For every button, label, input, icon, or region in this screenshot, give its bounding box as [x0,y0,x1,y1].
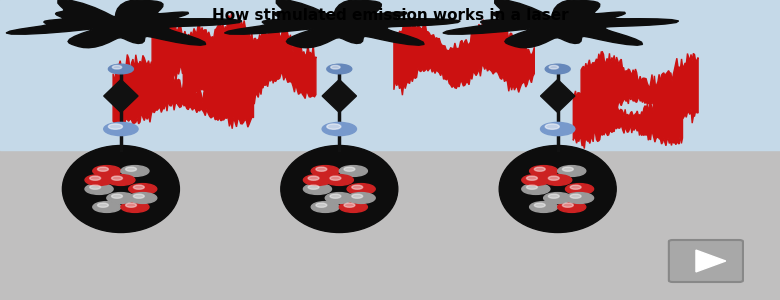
Circle shape [108,124,122,129]
Circle shape [121,166,149,176]
Circle shape [548,194,559,198]
Ellipse shape [62,146,179,232]
Circle shape [562,167,573,171]
Circle shape [344,203,355,207]
Circle shape [545,64,570,74]
Circle shape [344,167,355,171]
Circle shape [558,166,586,176]
Circle shape [133,185,144,189]
Circle shape [107,193,135,203]
Circle shape [303,184,332,194]
Circle shape [93,166,121,176]
Circle shape [311,166,339,176]
Circle shape [327,124,341,129]
Circle shape [327,64,352,74]
Circle shape [330,176,341,180]
Polygon shape [541,80,575,112]
Circle shape [566,193,594,203]
Polygon shape [696,250,725,272]
Circle shape [90,176,101,180]
Circle shape [129,184,157,194]
Polygon shape [581,52,698,123]
Circle shape [325,175,353,185]
Circle shape [530,166,558,176]
Circle shape [316,203,327,207]
Polygon shape [225,0,460,48]
Text: How stimulated emission works in a laser: How stimulated emission works in a laser [211,8,569,22]
Circle shape [133,194,144,198]
Circle shape [112,176,122,180]
Circle shape [322,122,356,136]
Circle shape [347,193,375,203]
Circle shape [107,175,135,185]
Circle shape [303,175,332,185]
Circle shape [534,167,545,171]
Circle shape [522,184,550,194]
Circle shape [98,167,108,171]
Circle shape [347,184,375,194]
Polygon shape [183,23,316,104]
Polygon shape [322,80,356,112]
Circle shape [526,176,537,180]
Circle shape [93,202,121,212]
Circle shape [545,124,559,129]
Circle shape [85,175,113,185]
Polygon shape [394,20,534,95]
Circle shape [98,203,108,207]
Circle shape [541,122,575,136]
Circle shape [316,167,327,171]
Circle shape [112,194,122,198]
Circle shape [544,193,572,203]
Circle shape [562,203,573,207]
FancyBboxPatch shape [669,240,743,282]
Circle shape [548,176,559,180]
Ellipse shape [281,146,398,232]
Circle shape [566,184,594,194]
Polygon shape [113,49,254,129]
Circle shape [126,167,136,171]
Circle shape [558,202,586,212]
Circle shape [570,194,581,198]
Circle shape [308,176,319,180]
Circle shape [308,185,319,189]
Circle shape [112,65,122,69]
Circle shape [339,166,367,176]
Circle shape [325,193,353,203]
Polygon shape [6,0,242,48]
Circle shape [352,194,363,198]
Circle shape [331,65,340,69]
Circle shape [549,65,558,69]
Circle shape [534,203,545,207]
Circle shape [104,122,138,136]
Circle shape [526,185,537,189]
Circle shape [544,175,572,185]
Circle shape [339,202,367,212]
Bar [0,0,780,150]
Circle shape [90,185,101,189]
Circle shape [129,193,157,203]
Circle shape [352,185,363,189]
Polygon shape [152,13,277,98]
Polygon shape [443,0,679,48]
Circle shape [85,184,113,194]
Circle shape [522,175,550,185]
Polygon shape [573,83,682,148]
Circle shape [570,185,581,189]
Ellipse shape [499,146,616,232]
Circle shape [530,202,558,212]
Circle shape [108,64,133,74]
Circle shape [330,194,341,198]
Circle shape [311,202,339,212]
Polygon shape [104,80,138,112]
Circle shape [121,202,149,212]
Circle shape [126,203,136,207]
